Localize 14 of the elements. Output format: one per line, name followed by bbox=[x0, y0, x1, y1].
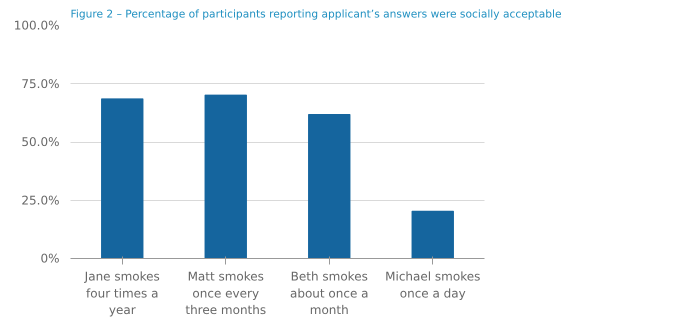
y-tick-label: 25.0% bbox=[21, 193, 60, 208]
x-tick-label: Michael smokes once a day bbox=[385, 270, 480, 300]
y-tick-label: 0% bbox=[40, 252, 60, 266]
x-tick-label: Jane smokes four times a year bbox=[84, 270, 160, 318]
x-tick-label: Beth smokes about once a month bbox=[290, 270, 369, 318]
bar bbox=[308, 114, 350, 258]
x-tick-label: Matt smokes once every three months bbox=[185, 270, 266, 318]
bar bbox=[101, 98, 144, 258]
y-tick-label: 75.0% bbox=[21, 76, 60, 91]
bar bbox=[204, 94, 247, 258]
y-tick-label: 50.0% bbox=[21, 135, 60, 149]
chart-title: Figure 2 – Percentage of participants reporting applicant’s answers were socially acceptable bbox=[70, 8, 562, 20]
y-tick-label: 100.0% bbox=[14, 18, 60, 32]
bar bbox=[412, 210, 454, 258]
